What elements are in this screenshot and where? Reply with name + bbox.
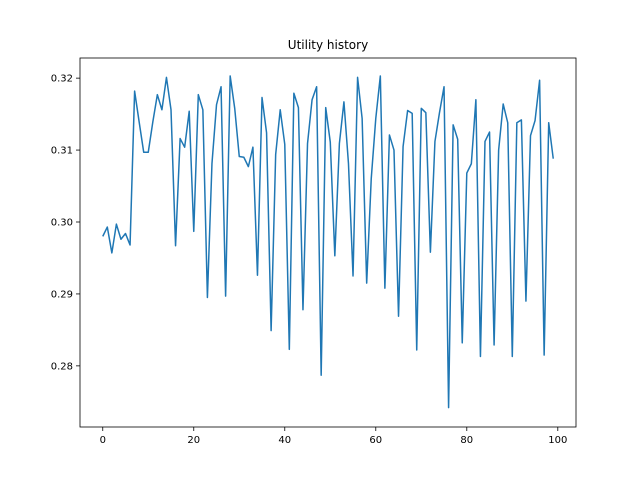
chart-title: Utility history [288, 38, 368, 52]
y-tick-label: 0.29 [51, 289, 73, 300]
y-axis: 0.28 0.29 0.30 0.31 0.32 [51, 74, 80, 372]
y-tick-label: 0.30 [51, 218, 73, 229]
x-axis: 0 20 40 60 80 100 [100, 427, 567, 446]
y-tick-label: 0.32 [51, 74, 73, 85]
x-tick-label: 60 [369, 435, 382, 446]
y-tick-label: 0.28 [51, 361, 73, 372]
y-tick-label: 0.31 [51, 146, 73, 157]
axes-frame [79, 57, 577, 428]
x-tick-label: 40 [278, 435, 291, 446]
x-tick-label: 20 [187, 435, 200, 446]
plot-area [102, 75, 554, 409]
x-tick-label: 80 [460, 435, 473, 446]
x-tick-label: 100 [548, 435, 567, 446]
x-tick-label: 0 [100, 435, 106, 446]
series-line-0 [102, 75, 554, 409]
